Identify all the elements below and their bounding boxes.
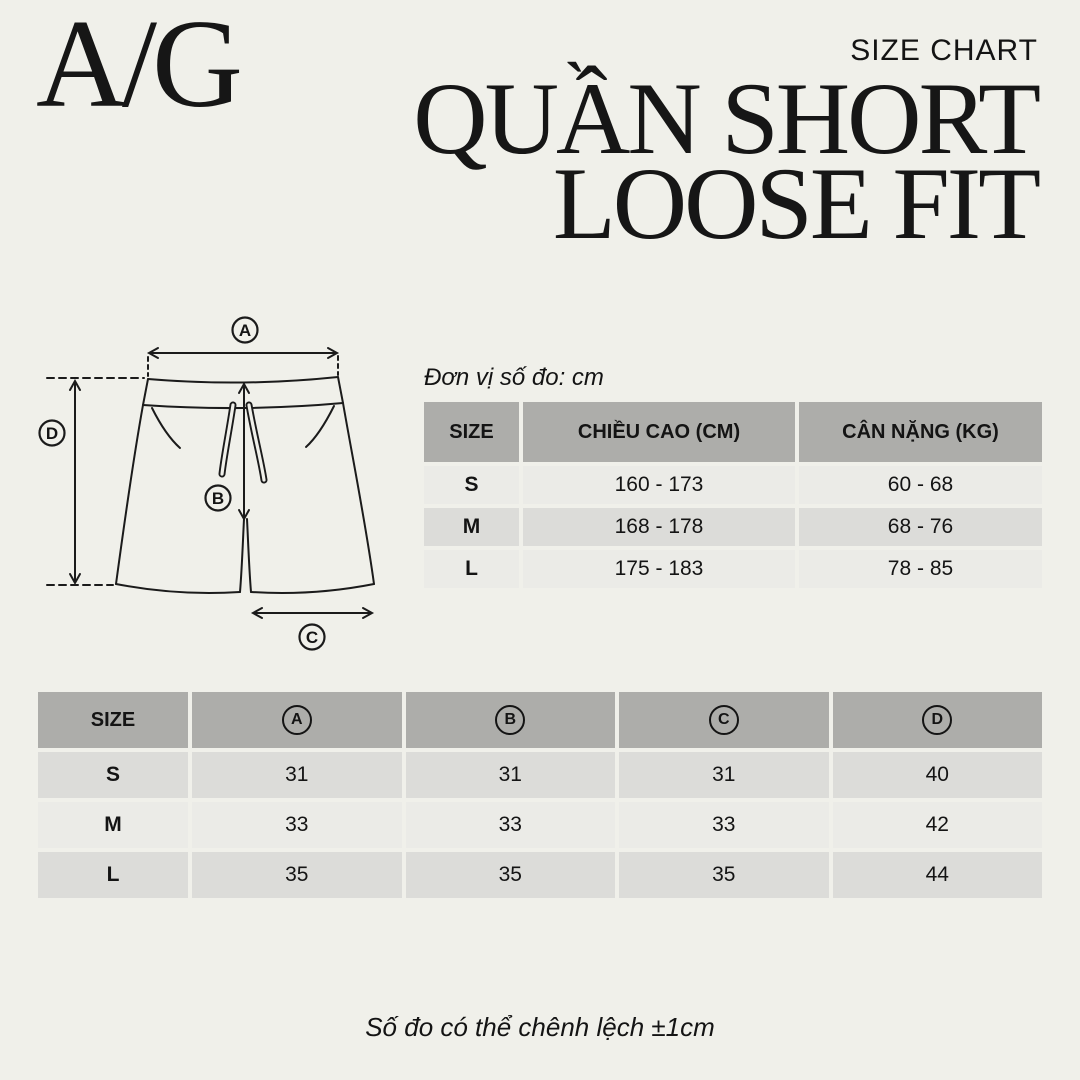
table-cell: L [424, 550, 519, 588]
table-cell: M [38, 802, 188, 848]
svg-text:C: C [306, 628, 318, 647]
page-title-line2: LOOSE FIT [552, 147, 1041, 261]
svg-text:A: A [239, 321, 251, 340]
measure-arrow-c [250, 607, 375, 619]
shorts-measurement-diagram: A B C D [38, 316, 375, 651]
column-header-height: CHIỀU CAO (CM) [523, 402, 795, 462]
column-header-size: SIZE [424, 402, 519, 462]
table-cell: 44 [832, 852, 1042, 898]
table-cell: 60 - 68 [799, 466, 1042, 504]
page-title-line1: QUẦN SHORT [413, 62, 1041, 176]
table-cell: 42 [832, 802, 1042, 848]
column-header-b: B [405, 692, 615, 748]
unit-note: Đơn vị số đo: cm [424, 364, 604, 391]
column-header-size: SIZE [38, 692, 188, 748]
table-cell: 40 [832, 752, 1042, 798]
diagram-label-c: C [298, 623, 326, 651]
table-cell: 68 - 76 [799, 508, 1042, 546]
page-title: QUẦN SHORT LOOSE FIT [413, 68, 1041, 256]
circled-a-icon: A [281, 705, 312, 735]
table-cell: 33 [405, 802, 615, 848]
table-cell: 35 [405, 852, 615, 898]
circled-c-icon: C [708, 705, 739, 735]
column-header-c: C [619, 692, 829, 748]
table-cell: L [38, 852, 188, 898]
table-cell: 78 - 85 [799, 550, 1042, 588]
size-guide-table: SIZE CHIỀU CAO (CM) CÂN NẶNG (KG) S 160 … [424, 402, 1042, 588]
eyebrow-size-chart: SIZE CHART [850, 34, 1038, 67]
diagram-label-a: A [231, 316, 259, 344]
table-cell: 175 - 183 [523, 550, 795, 588]
measure-arrow-d [46, 377, 145, 586]
table-cell: 33 [192, 802, 402, 848]
table-cell: 33 [619, 802, 829, 848]
svg-text:D: D [46, 424, 58, 443]
diagram-label-d: D [38, 419, 66, 447]
brand-logo: A/G [36, 0, 243, 134]
table-cell: 31 [192, 752, 402, 798]
column-header-weight: CÂN NẶNG (KG) [799, 402, 1042, 462]
measurements-table: SIZE A B C D S 31 31 31 40 M 33 33 33 42… [38, 692, 1042, 898]
table-cell: S [424, 466, 519, 504]
diagram-label-b: B [204, 484, 232, 512]
table-cell: 31 [619, 752, 829, 798]
circled-b-icon: B [495, 705, 526, 735]
shorts-outline-drawing [115, 376, 375, 594]
table-cell: S [38, 752, 188, 798]
table-cell: 35 [619, 852, 829, 898]
measure-arrow-a [146, 347, 340, 377]
column-header-d: D [832, 692, 1042, 748]
left-pocket-line [151, 407, 181, 449]
table-cell: 35 [192, 852, 402, 898]
tolerance-note: Số đo có thể chênh lệch ±1cm [365, 1012, 715, 1042]
table-cell: 31 [405, 752, 615, 798]
table-cell: 160 - 173 [523, 466, 795, 504]
circled-d-icon: D [922, 705, 953, 735]
svg-text:B: B [212, 489, 224, 508]
measure-arrow-b [238, 381, 250, 522]
table-cell: 168 - 178 [523, 508, 795, 546]
right-pocket-line [305, 405, 335, 448]
table-cell: M [424, 508, 519, 546]
column-header-a: A [192, 692, 402, 748]
